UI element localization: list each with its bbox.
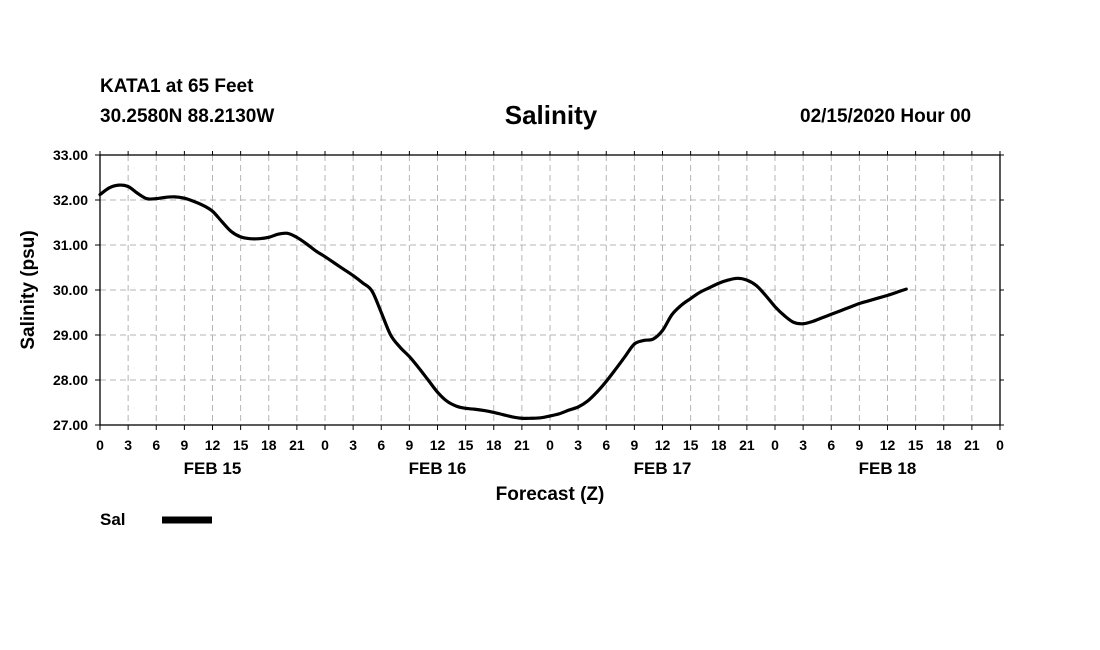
y-tick-label: 30.00: [53, 282, 88, 298]
x-tick-label: 12: [430, 437, 446, 453]
y-tick-label: 27.00: [53, 417, 88, 433]
x-tick-label: 3: [799, 437, 807, 453]
x-tick-label: 6: [602, 437, 610, 453]
x-tick-label: 0: [546, 437, 554, 453]
x-tick-label: 6: [827, 437, 835, 453]
x-tick-label: 9: [405, 437, 413, 453]
x-tick-label: 18: [711, 437, 727, 453]
x-tick-label: 15: [233, 437, 249, 453]
y-tick-label: 29.00: [53, 327, 88, 343]
day-label: FEB 18: [859, 459, 917, 478]
x-tick-label: 15: [908, 437, 924, 453]
x-tick-label: 6: [377, 437, 385, 453]
x-tick-label: 12: [880, 437, 896, 453]
day-label: FEB 17: [634, 459, 692, 478]
y-axis-label: Salinity (psu): [18, 230, 39, 349]
x-tick-label: 21: [289, 437, 305, 453]
x-tick-label: 6: [152, 437, 160, 453]
day-label: FEB 16: [409, 459, 467, 478]
x-tick-label: 9: [855, 437, 863, 453]
x-tick-label: 15: [458, 437, 474, 453]
grid-lines: [100, 155, 1000, 425]
x-tick-label: 21: [514, 437, 530, 453]
legend: Sal: [100, 510, 212, 529]
x-tick-label: 0: [321, 437, 329, 453]
chart-title: Salinity: [504, 100, 598, 130]
y-tick-label: 31.00: [53, 237, 88, 253]
station-coordinates: 30.2580N 88.2130W: [100, 106, 275, 127]
y-tick-label: 28.00: [53, 372, 88, 388]
x-tick-label: 12: [655, 437, 671, 453]
x-tick-label: 15: [683, 437, 699, 453]
x-tick-label: 18: [936, 437, 952, 453]
y-tick-label: 32.00: [53, 192, 88, 208]
y-tick-labels: 27.00 28.00 29.00 30.00 31.00 32.00 33.00: [53, 147, 88, 433]
x-tick-label: 9: [180, 437, 188, 453]
legend-label: Sal: [100, 510, 126, 529]
x-tick-label: 21: [739, 437, 755, 453]
x-tick-label: 18: [486, 437, 502, 453]
day-label: FEB 15: [184, 459, 242, 478]
x-tick-label: 3: [574, 437, 582, 453]
x-tick-label: 12: [205, 437, 221, 453]
x-tick-label: 0: [96, 437, 104, 453]
x-tick-label: 0: [996, 437, 1004, 453]
x-tick-labels: 0 3 6 9 12 15 18 21 0 3 6 9 12 15 18 21 0 3 6 9 12 15 18 21 0 3 6 9…: [96, 437, 1004, 453]
plot-frame: [99, 154, 1001, 426]
forecast-datetime: 02/15/2020 Hour 00: [800, 106, 972, 127]
x-axis-label: Forecast (Z): [496, 484, 605, 505]
x-tick-label: 3: [124, 437, 132, 453]
y-tick-label: 33.00: [53, 147, 88, 163]
x-tick-label: 3: [349, 437, 357, 453]
x-tick-label: 21: [964, 437, 980, 453]
series-line-sal: [98, 183, 908, 420]
x-tick-label: 0: [771, 437, 779, 453]
x-tick-label: 9: [630, 437, 638, 453]
axis-ticks: [95, 151, 1004, 430]
station-label: KATA1 at 65 Feet: [100, 76, 254, 97]
day-labels: FEB 15 FEB 16 FEB 17 FEB 18: [184, 459, 917, 478]
x-tick-label: 18: [261, 437, 277, 453]
